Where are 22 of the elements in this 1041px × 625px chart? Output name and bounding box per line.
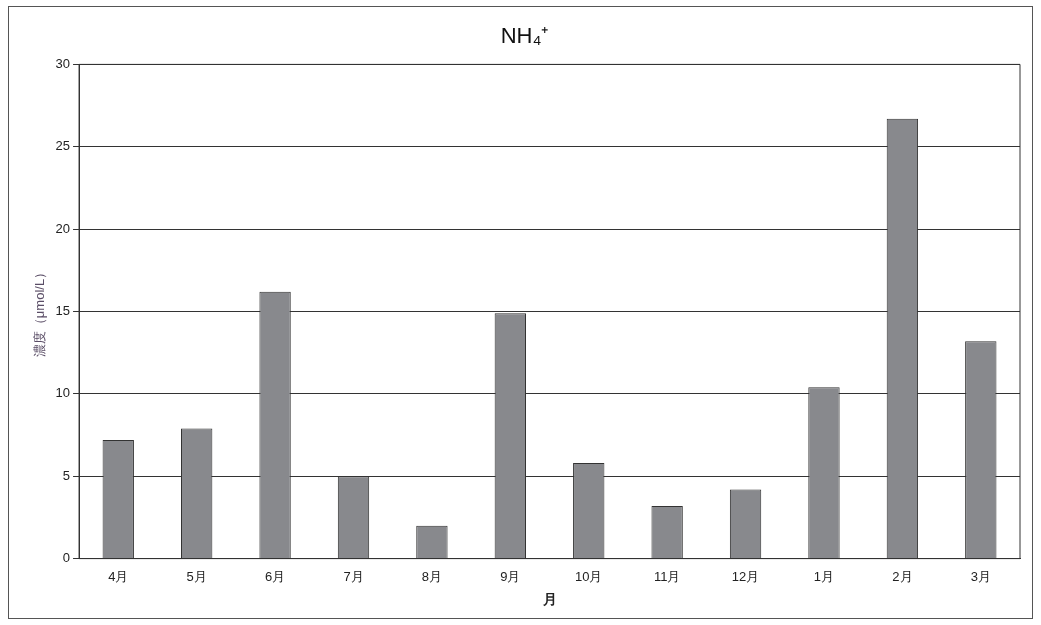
- y-axis-title: 濃度（μmol/L）: [32, 265, 48, 358]
- y-tick-label: 15: [55, 303, 71, 319]
- x-tick-label: 12月: [731, 568, 760, 584]
- x-tick-label: 4月: [108, 568, 129, 584]
- x-tick-label: 2月: [892, 568, 913, 584]
- y-tick-label: 30: [55, 55, 71, 71]
- y-tick-label: 5: [62, 467, 71, 483]
- x-tick-label: 11月: [653, 568, 681, 584]
- y-tick-label: 10: [55, 385, 71, 401]
- chart-title: NH₄⁺: [500, 23, 549, 49]
- x-tick-label: 7月: [343, 568, 364, 584]
- x-tick-label: 8月: [421, 568, 443, 584]
- x-axis-title: 月: [541, 591, 557, 608]
- x-tick-label: 9月: [500, 568, 521, 584]
- x-tick-label: 10月: [575, 568, 603, 584]
- y-tick-label: 25: [55, 138, 71, 154]
- x-tick-label: 6月: [264, 568, 286, 584]
- x-tick-label: 1月: [813, 568, 835, 584]
- x-tick-label: 5月: [186, 568, 207, 584]
- x-tick-label: 3月: [970, 568, 991, 584]
- y-tick-label: 20: [55, 220, 71, 236]
- y-tick-label: 0: [62, 550, 71, 566]
